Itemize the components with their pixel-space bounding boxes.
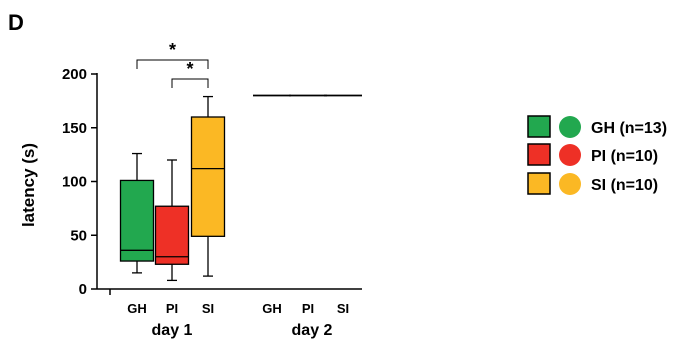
significance-bracket: * [171,59,209,88]
legend-circle-swatch [559,116,581,138]
legend-label: PI (n=10) [591,148,658,165]
x-category-label: PI [166,301,178,316]
box-body [154,205,190,265]
x-category-label: SI [337,301,349,316]
box-si-day1 [190,95,226,277]
legend-circle-swatch [559,173,581,195]
y-axis-label: latency (s) [19,143,38,227]
legend-entry: GH (n=13) [527,115,667,138]
legend-label: GH (n=13) [591,120,667,137]
x-group-label: day 1 [152,322,193,339]
x-category-label: SI [202,301,214,316]
bracket-line [171,78,209,88]
boxes [119,94,362,282]
legend-box-swatch [527,172,551,195]
y-tick-label: 100 [62,174,87,191]
legend: GH (n=13) PI (n=10) SI (n=10) [527,115,667,195]
significance-star: * [186,59,193,79]
significance-bracket: * [136,40,209,69]
significance-brackets: ** [136,40,209,88]
significance-star: * [169,40,176,60]
x-category-label: GH [262,301,282,316]
box-pi-day1 [154,159,190,282]
y-tick-label: 200 [62,66,87,83]
y-tick-label: 50 [70,227,87,244]
box-gh-day1 [119,152,155,274]
y-tick-label: 0 [79,281,87,298]
legend-box-swatch [527,115,551,138]
box-body [190,116,226,237]
axes: 0 50 100 150 200 [62,66,362,298]
legend-box-swatch [527,143,551,166]
y-tick-label: 150 [62,120,87,137]
legend-entry: SI (n=10) [527,172,658,195]
legend-circle-swatch [559,144,581,166]
legend-label: SI (n=10) [591,177,658,194]
box-body [119,179,155,262]
legend-entry: PI (n=10) [527,143,658,166]
panel-label: D [8,10,24,35]
x-category-label: PI [302,301,314,316]
bracket-line [136,59,209,69]
x-axis-labels: GH PI SI day 1 GH PI SI day 2 [127,301,349,339]
x-category-label: GH [127,301,147,316]
x-group-label: day 2 [292,322,333,339]
